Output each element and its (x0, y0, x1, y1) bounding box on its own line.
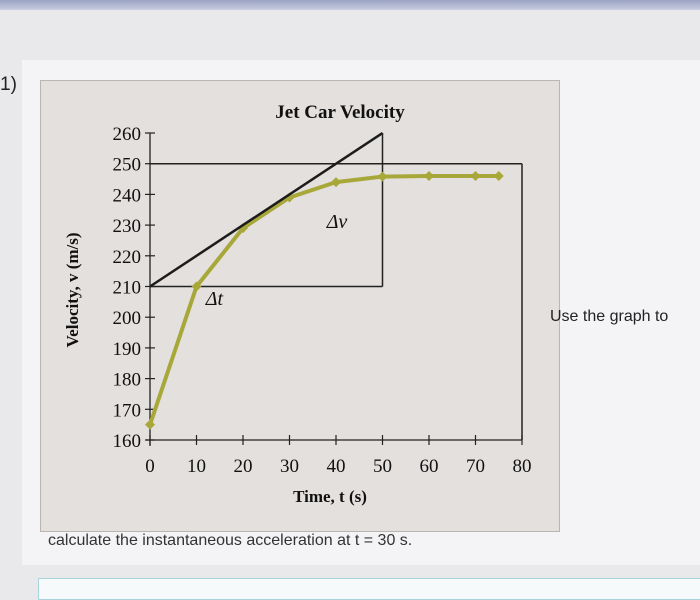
y-tick-label: 260 (113, 124, 142, 145)
delta-v-label: Δv (326, 211, 348, 233)
x-tick-label: 80 (513, 456, 532, 477)
x-tick-label: 10 (187, 456, 206, 477)
x-tick-label: 20 (234, 456, 253, 477)
y-tick-label: 180 (113, 370, 142, 391)
x-tick-label: 30 (280, 456, 299, 477)
velocity-data-point (470, 170, 481, 181)
y-tick-label: 210 (113, 278, 142, 299)
y-tick-label: 230 (113, 216, 142, 237)
velocity-data-point (493, 170, 504, 181)
velocity-data-point (145, 419, 155, 430)
tangent-line (149, 131, 384, 288)
y-tick-label: 170 (113, 400, 142, 421)
x-tick-label: 40 (327, 456, 346, 477)
velocity-data-point (191, 281, 202, 292)
y-tick-label: 160 (113, 431, 142, 452)
velocity-series-line (148, 173, 499, 426)
chart-figure (40, 80, 560, 532)
question-side-text: Use the graph to (550, 308, 669, 325)
x-tick-label: 0 (145, 456, 155, 477)
velocity-data-point (377, 171, 388, 182)
answer-input[interactable] (38, 578, 700, 600)
velocity-data-point (424, 170, 434, 181)
y-tick-label: 250 (113, 155, 142, 176)
y-tick-label: 190 (113, 339, 142, 360)
x-tick-label: 50 (373, 456, 392, 477)
y-tick-label: 240 (113, 185, 142, 206)
delta-t-label: Δt (205, 288, 224, 310)
x-tick-label: 70 (466, 456, 485, 477)
x-axis-label: Time, t (s) (293, 487, 367, 506)
x-tick-label: 60 (420, 456, 439, 477)
question-number: 1) (0, 74, 17, 95)
y-tick-label: 200 (113, 308, 142, 329)
question-bottom-text: calculate the instantaneous acceleration… (48, 532, 413, 549)
y-axis-label: Velocity, v (m/s) (63, 232, 82, 347)
y-tick-label: 220 (113, 247, 142, 268)
velocity-data-point (331, 177, 341, 188)
chart-title: Jet Car Velocity (275, 102, 405, 123)
browser-top-bar (0, 0, 700, 10)
